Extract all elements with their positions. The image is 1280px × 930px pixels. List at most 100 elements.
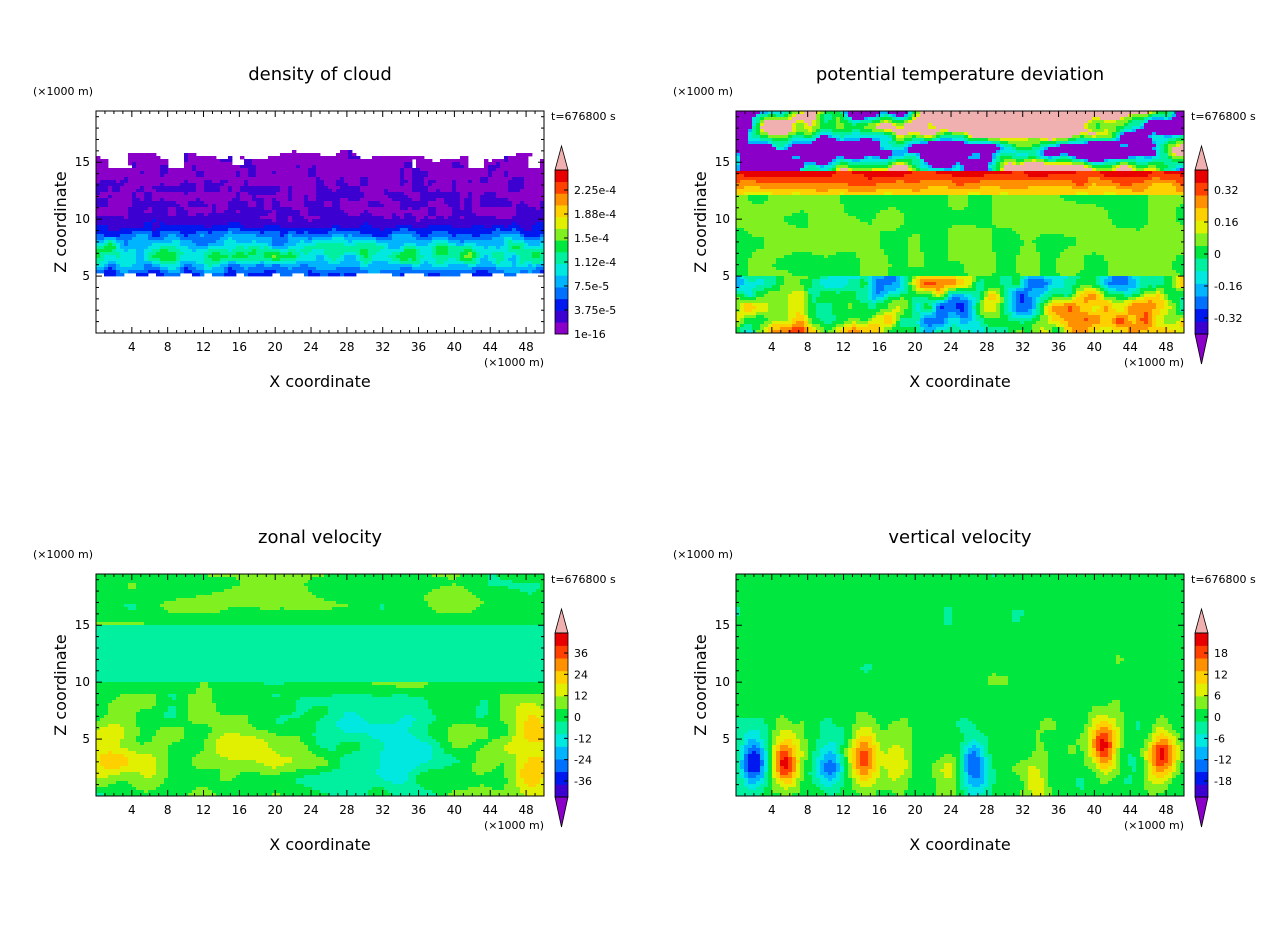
field-cell	[752, 165, 756, 168]
field-cell	[372, 228, 376, 231]
field-cell	[216, 249, 220, 252]
field-cell	[276, 267, 280, 270]
field-cell	[348, 159, 352, 162]
field-cell	[372, 216, 376, 219]
field-cell	[212, 201, 216, 204]
field-cell	[304, 270, 308, 273]
field-cell	[456, 162, 460, 165]
field-cell	[432, 267, 436, 270]
field-cell	[204, 246, 208, 249]
field-cell	[420, 165, 424, 168]
field-cell	[304, 189, 308, 192]
field-cell	[352, 183, 356, 186]
field-cell	[324, 192, 328, 195]
field-cell	[512, 228, 516, 231]
field-cell	[424, 162, 428, 165]
field-cell	[276, 162, 280, 165]
field-cell	[248, 177, 252, 180]
field-cell	[476, 249, 480, 252]
field-cell	[480, 171, 484, 174]
field-cell	[536, 171, 540, 174]
field-cell	[140, 171, 144, 174]
field-cell	[180, 201, 184, 204]
field-cell	[532, 261, 536, 264]
field-cell	[524, 201, 528, 204]
field-cell	[744, 168, 748, 171]
field-cell	[408, 177, 412, 180]
field-cell	[208, 159, 212, 162]
field-cell	[328, 210, 332, 213]
field-cell	[752, 327, 756, 330]
field-cell	[196, 183, 200, 186]
field-cell	[332, 228, 336, 231]
field-cell	[376, 216, 380, 219]
field-cell	[288, 234, 292, 237]
field-cell	[212, 237, 216, 240]
field-cell	[456, 261, 460, 264]
field-cell	[752, 177, 756, 180]
field-cell	[172, 264, 176, 267]
field-cell	[120, 183, 124, 186]
y-tick-label: 10	[75, 212, 90, 226]
field-cell	[428, 186, 432, 189]
field-cell	[448, 201, 452, 204]
field-cell	[752, 300, 756, 303]
field-cell	[528, 234, 532, 237]
field-cell	[284, 177, 288, 180]
field-cell	[744, 150, 748, 153]
field-cell	[132, 198, 136, 201]
field-cell	[380, 219, 384, 222]
field-cell	[400, 192, 404, 195]
field-cell	[408, 234, 412, 237]
field-cell	[372, 207, 376, 210]
field-cell	[300, 267, 304, 270]
field-cell	[496, 267, 500, 270]
field-cell	[320, 216, 324, 219]
field-cell	[428, 195, 432, 198]
field-cell	[144, 198, 148, 201]
field-cell	[448, 210, 452, 213]
field-cell	[204, 192, 208, 195]
field-cell	[520, 153, 524, 156]
field-cell	[740, 210, 744, 213]
field-cell	[200, 165, 204, 168]
field-cell	[444, 267, 448, 270]
field-cell	[524, 156, 528, 159]
field-cell	[516, 186, 520, 189]
field-cell	[380, 186, 384, 189]
field-cell	[528, 231, 532, 234]
field-cell	[400, 189, 404, 192]
field-cell	[756, 141, 760, 144]
field-cell	[208, 189, 212, 192]
field-cell	[172, 249, 176, 252]
field-cell	[320, 249, 324, 252]
field-cell	[104, 165, 108, 168]
field-cell	[344, 255, 348, 258]
field-cell	[456, 243, 460, 246]
field-cell	[288, 171, 292, 174]
field-cell	[380, 234, 384, 237]
field-cell	[288, 222, 292, 225]
field-cell	[516, 153, 520, 156]
field-cell	[504, 261, 508, 264]
field-cell	[744, 306, 748, 309]
field-cell	[444, 210, 448, 213]
field-cell	[512, 255, 516, 258]
field-cell	[356, 213, 360, 216]
field-cell	[436, 204, 440, 207]
field-cell	[488, 270, 492, 273]
field-cell	[368, 174, 372, 177]
field-cell	[412, 246, 416, 249]
field-cell	[756, 186, 760, 189]
field-cell	[536, 186, 540, 189]
field-cell	[464, 183, 468, 186]
field-cell	[368, 267, 372, 270]
field-cell	[756, 189, 760, 192]
field-cell	[536, 180, 540, 183]
field-cell	[364, 249, 368, 252]
field-cell	[204, 204, 208, 207]
field-cell	[172, 234, 176, 237]
field-cell	[428, 237, 432, 240]
field-cell	[336, 201, 340, 204]
field-cell	[220, 258, 224, 261]
